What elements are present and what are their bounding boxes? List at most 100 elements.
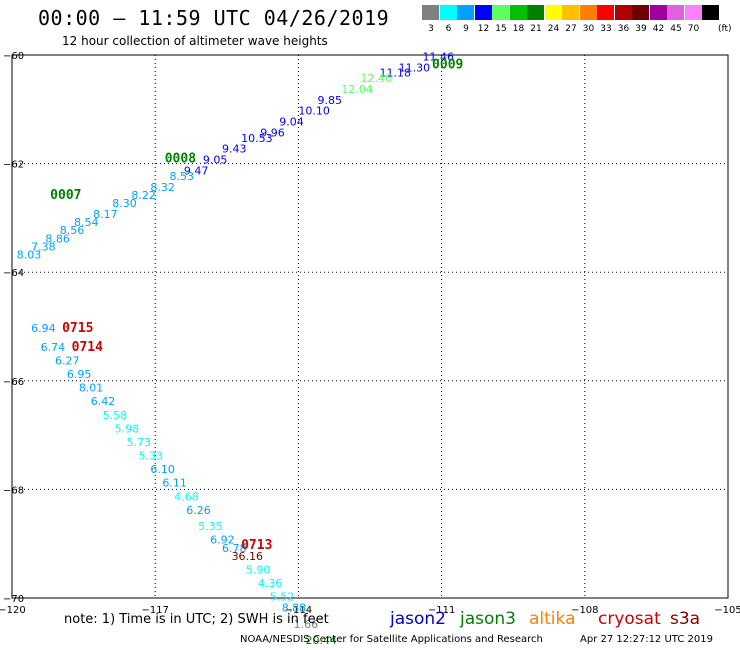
data-label: 7.38 bbox=[31, 240, 56, 253]
scale-label: 36 bbox=[617, 24, 630, 34]
x-tick-label: −105 bbox=[714, 605, 740, 616]
data-label: 5.98 bbox=[115, 422, 140, 435]
y-tick-label: −70 bbox=[3, 594, 24, 605]
scale-label: 70 bbox=[687, 24, 700, 34]
footer-note: note: 1) Time is in UTC; 2) SWH is in fe… bbox=[64, 612, 329, 627]
data-label: 6.74 bbox=[41, 341, 66, 354]
scale-label: 33 bbox=[600, 24, 612, 34]
data-label: 5.35 bbox=[198, 520, 223, 533]
data-label: 9.04 bbox=[279, 116, 304, 129]
data-label: 12.04 bbox=[341, 83, 373, 96]
legend-cryosat: cryosat bbox=[598, 609, 661, 629]
data-label: 6.92 bbox=[210, 534, 235, 547]
scale-swatch bbox=[614, 5, 632, 20]
x-tick-label: −120 bbox=[0, 605, 26, 616]
track-id-label: 0007 bbox=[50, 188, 81, 203]
data-label: 6.95 bbox=[67, 368, 92, 381]
scale-swatch bbox=[649, 5, 667, 20]
scale-label: 42 bbox=[652, 24, 665, 34]
scale-swatch bbox=[597, 5, 614, 20]
track-id-label: 0713 bbox=[241, 538, 272, 553]
track-id-label: 0714 bbox=[72, 340, 103, 355]
data-label: 11.46 bbox=[423, 50, 455, 63]
scale-swatch bbox=[422, 5, 439, 20]
plot-frame bbox=[11, 54, 729, 599]
y-tick-label: −62 bbox=[3, 160, 24, 171]
track-id-label: 0008 bbox=[165, 152, 196, 167]
data-label: 36.16 bbox=[232, 550, 264, 563]
data-label: 4.36 bbox=[258, 577, 283, 590]
data-label: 8.22 bbox=[131, 189, 156, 202]
x-tick-label: −117 bbox=[141, 605, 168, 616]
data-label: 8.30 bbox=[112, 197, 136, 210]
data-label: 8.88 bbox=[282, 602, 307, 615]
data-label: 5.58 bbox=[103, 409, 128, 422]
color-scale-unit: (ft) bbox=[718, 24, 732, 34]
data-label: 8.03 bbox=[17, 249, 41, 262]
x-tick-label: −111 bbox=[428, 605, 455, 616]
data-label: 10.10 bbox=[298, 105, 330, 118]
data-label: 6.78 bbox=[222, 542, 247, 555]
track-id-label: 0009 bbox=[432, 58, 463, 73]
scale-swatch bbox=[509, 5, 527, 20]
data-label: 6.27 bbox=[55, 355, 80, 368]
data-label: 9.96 bbox=[260, 126, 285, 139]
scale-label: 9 bbox=[463, 24, 469, 34]
y-tick-label: −66 bbox=[3, 377, 24, 388]
legend-jason3: jason3 bbox=[460, 609, 516, 629]
chart-subtitle: 12 hour collection of altimeter wave hei… bbox=[62, 34, 328, 48]
scale-swatch bbox=[667, 5, 684, 20]
scale-label: 45 bbox=[670, 24, 682, 34]
scale-label: 3 bbox=[428, 24, 434, 34]
data-label: 5.90 bbox=[246, 564, 270, 577]
scale-swatch bbox=[632, 5, 649, 20]
scale-label: 18 bbox=[512, 24, 525, 34]
legend-altika: altika bbox=[529, 609, 576, 629]
data-label: 5.73 bbox=[127, 436, 152, 449]
data-label: 5.33 bbox=[138, 450, 163, 463]
scale-swatch bbox=[579, 5, 597, 20]
data-label: 20.44 bbox=[306, 634, 338, 647]
scale-swatch bbox=[544, 5, 562, 20]
scale-swatch bbox=[702, 5, 719, 20]
data-label: 6.11 bbox=[162, 477, 187, 490]
data-label: 11.30 bbox=[399, 61, 431, 74]
y-tick-label: −64 bbox=[3, 268, 24, 279]
data-label: 6.42 bbox=[91, 395, 116, 408]
data-label: 8.17 bbox=[93, 208, 118, 221]
data-label: 9.43 bbox=[222, 143, 247, 156]
track-id-label: 0715 bbox=[62, 321, 93, 336]
scale-label: 21 bbox=[530, 24, 542, 34]
scale-label: 12 bbox=[477, 24, 490, 34]
scale-swatch bbox=[527, 5, 544, 20]
data-label: 8.56 bbox=[60, 224, 85, 237]
credit-line: NOAA/NESDIS Center for Satellite Applica… bbox=[240, 634, 543, 645]
data-label: 8.32 bbox=[150, 181, 175, 194]
y-tick-label: −68 bbox=[3, 485, 24, 496]
data-label: 8.01 bbox=[79, 382, 104, 395]
scale-swatch bbox=[562, 5, 579, 20]
x-tick-label: −114 bbox=[285, 605, 312, 616]
scale-swatch bbox=[492, 5, 509, 20]
scale-swatch bbox=[457, 5, 474, 20]
data-label: 6.10 bbox=[150, 463, 175, 476]
data-label: 12.46 bbox=[360, 72, 392, 85]
scale-label: 15 bbox=[495, 24, 507, 34]
data-label: 10.53 bbox=[241, 132, 273, 145]
scale-label: 27 bbox=[565, 24, 577, 34]
scale-swatch bbox=[684, 5, 702, 20]
data-label: 6.26 bbox=[186, 504, 211, 517]
scale-label: 30 bbox=[582, 24, 595, 34]
y-tick-label: −60 bbox=[3, 51, 24, 62]
scale-swatch bbox=[439, 5, 457, 20]
scale-label: 24 bbox=[547, 24, 560, 34]
scale-label: 6 bbox=[445, 24, 452, 34]
chart-title: 00:00 – 11:59 UTC 04/26/2019 bbox=[38, 6, 390, 30]
data-label: 1.66 bbox=[294, 618, 319, 631]
data-label: 5.52 bbox=[270, 591, 295, 604]
data-label: 8.53 bbox=[170, 170, 195, 183]
legend-s3a: s3a bbox=[670, 609, 701, 629]
scale-label: 39 bbox=[635, 24, 647, 34]
data-label: 8.86 bbox=[45, 232, 69, 245]
